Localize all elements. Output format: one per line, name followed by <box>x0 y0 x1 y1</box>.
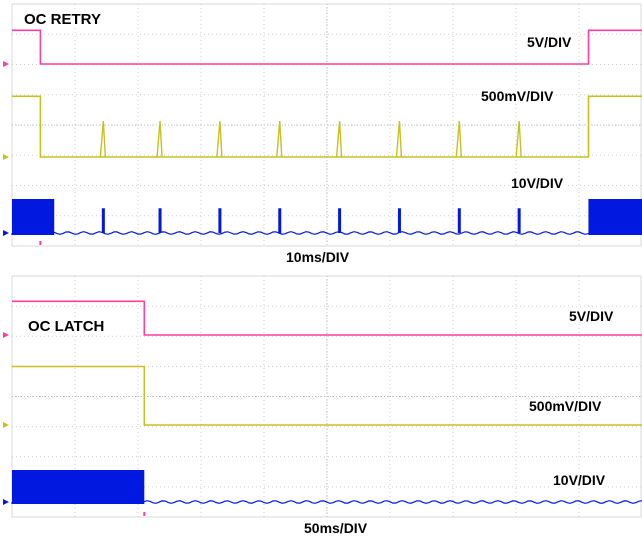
restart-pulse <box>158 208 162 233</box>
restart-pulse <box>101 208 105 233</box>
restart-pulse <box>395 120 403 158</box>
ch2-scale-label: 500mV/DIV <box>527 398 604 414</box>
switching-burst <box>588 199 642 235</box>
timebase-label: 50ms/DIV <box>302 520 370 536</box>
ch3-scale-label: 10V/DIV <box>509 175 566 191</box>
series-line <box>12 29 642 65</box>
timebase-label: 10ms/DIV <box>284 249 352 265</box>
ch2-scale-label: 500mV/DIV <box>479 88 556 104</box>
restart-pulse <box>515 120 522 158</box>
channel-ground-marker <box>3 499 9 505</box>
oc-retry-title: OC RETRY <box>22 11 103 28</box>
switching-burst <box>12 470 145 504</box>
channel-ground-marker <box>3 154 9 160</box>
channel-ground-marker <box>3 61 9 67</box>
restart-pulse <box>517 208 521 233</box>
switching-burst <box>12 199 55 235</box>
restart-pulse <box>335 120 343 158</box>
series-line <box>12 365 642 426</box>
restart-pulse <box>99 120 107 158</box>
restart-pulse <box>278 208 282 233</box>
ch1-scale-label: 5V/DIV <box>567 308 616 324</box>
restart-pulse <box>218 208 222 233</box>
channel-ground-marker <box>3 230 9 236</box>
oc-retry-plot <box>3 3 642 247</box>
restart-pulse <box>156 120 163 158</box>
oc-latch-title: OC LATCH <box>26 318 107 335</box>
series-line <box>12 95 642 158</box>
oc-latch-scope: OC LATCH 5V/DIV 500mV/DIV 10V/DIV 50ms/D… <box>0 272 642 539</box>
series-baseline <box>11 231 642 236</box>
restart-pulse <box>457 208 461 233</box>
restart-pulse <box>338 208 342 233</box>
series-line <box>12 300 642 336</box>
restart-pulse <box>455 120 462 158</box>
ch1-scale-label: 5V/DIV <box>525 34 574 50</box>
restart-pulse <box>397 208 401 233</box>
channel-ground-marker <box>3 332 9 338</box>
ch3-scale-label: 10V/DIV <box>551 472 608 488</box>
restart-pulse <box>276 120 283 158</box>
oc-retry-scope: OC RETRY 5V/DIV 500mV/DIV 10V/DIV 10ms/D… <box>0 0 642 266</box>
oc-latch-plot <box>3 275 642 518</box>
restart-pulse <box>216 120 223 158</box>
channel-ground-marker <box>3 422 9 428</box>
